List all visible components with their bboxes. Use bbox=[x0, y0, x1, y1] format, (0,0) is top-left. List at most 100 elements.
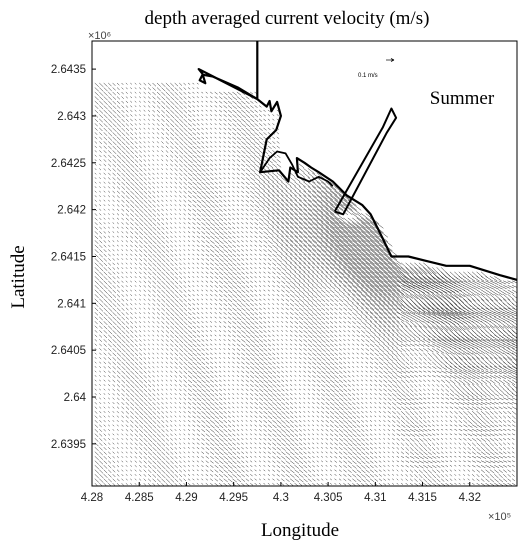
velocity-vector bbox=[165, 442, 170, 446]
velocity-vector bbox=[112, 181, 116, 185]
velocity-vector bbox=[94, 411, 98, 414]
velocity-vector bbox=[201, 235, 206, 239]
velocity-vector bbox=[174, 150, 179, 154]
velocity-vector bbox=[170, 348, 174, 352]
velocity-vector bbox=[210, 240, 215, 244]
velocity-vector bbox=[130, 411, 134, 415]
velocity-vector bbox=[103, 325, 108, 330]
velocity-vector bbox=[108, 159, 112, 163]
velocity-vector bbox=[130, 253, 133, 256]
velocity-vector bbox=[116, 208, 120, 212]
velocity-vector bbox=[125, 195, 130, 200]
velocity-vector bbox=[289, 393, 293, 396]
velocity-vector bbox=[254, 438, 257, 440]
velocity-vector bbox=[99, 361, 102, 364]
velocity-vector bbox=[343, 397, 348, 402]
velocity-vector bbox=[165, 411, 168, 414]
velocity-vector bbox=[134, 204, 139, 209]
velocity-vector bbox=[130, 150, 134, 154]
velocity-vector bbox=[232, 474, 237, 478]
velocity-vector bbox=[218, 132, 222, 135]
velocity-vector bbox=[161, 478, 166, 483]
velocity-vector bbox=[112, 474, 116, 478]
velocity-vector bbox=[307, 474, 312, 478]
velocity-vector bbox=[94, 447, 99, 451]
velocity-vector bbox=[174, 334, 179, 339]
velocity-vector bbox=[205, 159, 209, 162]
velocity-vector bbox=[254, 370, 260, 375]
velocity-vector bbox=[329, 469, 333, 472]
velocity-vector bbox=[285, 267, 292, 272]
velocity-vector bbox=[165, 100, 170, 105]
velocity-vector bbox=[156, 384, 160, 387]
velocity-vector bbox=[147, 222, 153, 227]
velocity-vector bbox=[263, 312, 266, 315]
velocity-vector bbox=[116, 465, 120, 468]
velocity-vector bbox=[316, 321, 322, 325]
velocity-vector bbox=[289, 465, 295, 469]
velocity-vector bbox=[161, 249, 166, 254]
velocity-vector bbox=[103, 159, 107, 162]
velocity-vector bbox=[99, 307, 104, 312]
velocity-vector bbox=[334, 240, 349, 251]
velocity-vector bbox=[179, 388, 182, 392]
velocity-vector bbox=[210, 352, 213, 355]
velocity-vector bbox=[307, 433, 310, 436]
velocity-vector bbox=[139, 474, 142, 477]
velocity-vector bbox=[232, 96, 238, 101]
velocity-vector bbox=[325, 321, 330, 325]
velocity-vector bbox=[236, 375, 240, 378]
velocity-vector bbox=[298, 420, 302, 423]
velocity-vector bbox=[258, 379, 264, 384]
velocity-vector bbox=[347, 366, 351, 369]
velocity-vector bbox=[121, 361, 126, 366]
velocity-vector bbox=[303, 388, 306, 391]
velocity-vector bbox=[179, 370, 183, 374]
velocity-vector bbox=[192, 96, 195, 99]
velocity-vector bbox=[187, 195, 192, 199]
velocity-vector bbox=[352, 303, 359, 309]
velocity-vector bbox=[276, 366, 280, 369]
velocity-vector bbox=[334, 294, 339, 298]
velocity-vector bbox=[99, 289, 104, 294]
velocity-vector bbox=[232, 456, 237, 460]
velocity-vector bbox=[139, 267, 142, 270]
velocity-vector bbox=[316, 357, 322, 361]
velocity-vector bbox=[352, 316, 357, 320]
velocity-vector bbox=[307, 478, 312, 482]
velocity-vector bbox=[241, 159, 246, 163]
velocity-vector bbox=[170, 123, 175, 128]
velocity-vector bbox=[210, 451, 215, 455]
velocity-vector bbox=[116, 258, 119, 261]
velocity-vector bbox=[103, 280, 108, 285]
velocity-vector bbox=[298, 343, 303, 347]
velocity-vector bbox=[232, 177, 235, 180]
x-axis-exponent: ×10⁵ bbox=[488, 511, 511, 523]
velocity-vector bbox=[298, 258, 306, 264]
velocity-vector bbox=[134, 190, 139, 195]
velocity-vector bbox=[134, 145, 138, 149]
velocity-vector bbox=[343, 366, 347, 369]
velocity-vector bbox=[192, 276, 195, 278]
velocity-vector bbox=[254, 235, 258, 239]
velocity-vector bbox=[289, 240, 298, 247]
velocity-vector bbox=[205, 114, 208, 116]
velocity-vector bbox=[294, 334, 298, 338]
velocity-vector bbox=[214, 141, 217, 143]
velocity-vector bbox=[94, 330, 98, 333]
velocity-vector bbox=[187, 276, 191, 279]
velocity-vector bbox=[192, 258, 195, 260]
velocity-vector bbox=[121, 474, 124, 477]
velocity-vector bbox=[356, 330, 361, 333]
velocity-vector bbox=[321, 469, 324, 472]
velocity-vector bbox=[281, 438, 286, 442]
velocity-vector bbox=[130, 186, 135, 191]
velocity-vector bbox=[361, 483, 366, 486]
velocity-vector bbox=[334, 276, 343, 283]
velocity-vector bbox=[170, 181, 173, 184]
velocity-vector bbox=[236, 136, 242, 141]
velocity-vector bbox=[334, 447, 338, 450]
velocity-vector bbox=[192, 357, 197, 361]
velocity-vector bbox=[139, 348, 142, 351]
velocity-vector bbox=[147, 343, 150, 346]
